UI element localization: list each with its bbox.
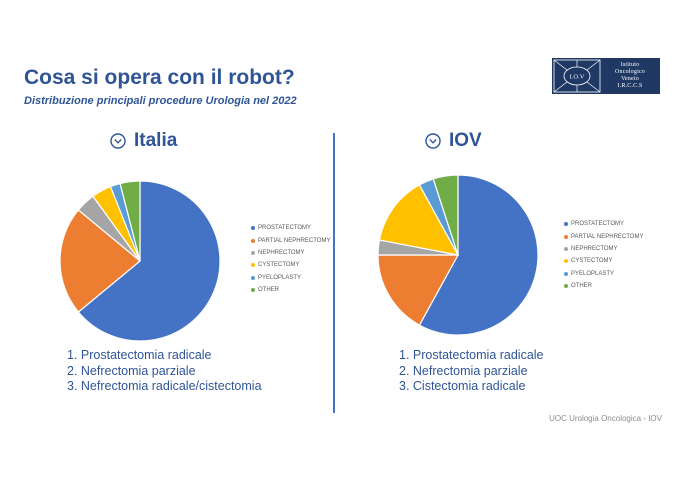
legend-label: OTHER (258, 287, 279, 294)
legend-label: PROSTATECTOMY (258, 225, 312, 232)
pie-slice-other (119, 180, 141, 262)
iov-logo: I.O.V Istituto Oncologico Veneto I.R.C.C… (552, 58, 660, 94)
pie-slice-other (432, 174, 459, 256)
ranking-item: 3. Nefrectomia radicale/cistectomia (67, 379, 262, 393)
legend-item: OTHER (251, 284, 330, 296)
legend-label: PROSTATECTOMY (571, 221, 625, 228)
legend-swatch (251, 288, 255, 293)
iov-logo-mark: I.O.V (553, 59, 601, 93)
pie-slice-partial-nephrectomy (59, 209, 141, 313)
legend-iov: PROSTATECTOMY PARTIAL NEPHRECTOMY NEPHRECT… (564, 218, 643, 292)
logo-line: Oncologico (615, 69, 645, 75)
legend-label: OTHER (571, 283, 592, 290)
legend-swatch (564, 259, 568, 264)
legend-item: PARTIAL NEPHRECTOMY (251, 234, 330, 246)
ranking-item: 3. Cistectomia radicale (399, 379, 526, 393)
slide-subtitle: Distribuzione principali procedure Urolo… (24, 95, 297, 107)
legend-swatch (251, 250, 255, 255)
legend-item: PARTIAL NEPHRECTOMY (564, 230, 643, 242)
ranking-item: 1. Prostatectomia radicale (399, 348, 544, 362)
panel-title-iov: IOV (425, 130, 482, 152)
legend-item: PYELOPLASTY (564, 268, 643, 280)
pie-slice-prostatectomy (418, 174, 539, 336)
slide-title: Cosa si opera con il robot? (24, 66, 295, 89)
ranking-item: 1. Prostatectomia radicale (67, 348, 212, 362)
panel-divider (333, 133, 335, 413)
chart-title: IOV (449, 130, 482, 151)
chart-title: Italia (134, 130, 178, 151)
legend-label: PARTIAL NEPHRECTOMY (258, 237, 331, 244)
pie-chart-iov (377, 174, 539, 336)
legend-item: OTHER (564, 280, 643, 292)
legend-swatch (251, 275, 255, 280)
legend-swatch (251, 238, 255, 243)
footer-credit: UOC Urologia Oncologica - IOV (549, 414, 662, 423)
panel-title-italia: Italia (110, 130, 177, 152)
legend-italia: PROSTATECTOMY PARTIAL NEPHRECTOMY NEPHRECT… (251, 222, 330, 296)
legend-label: PYELOPLASTY (571, 270, 615, 277)
legend-item: CYSTECTOMY (564, 255, 643, 267)
pie-chart-italia (59, 180, 221, 342)
legend-label: NEPHRECTOMY (258, 249, 305, 256)
legend-swatch (564, 222, 568, 227)
chevron-circle-icon (110, 133, 126, 149)
legend-item: PROSTATECTOMY (251, 222, 330, 234)
pie-slice-cystectomy (378, 184, 460, 256)
legend-label: CYSTECTOMY (258, 262, 300, 269)
pie-slice-prostatectomy (77, 180, 221, 342)
legend-swatch (564, 246, 568, 251)
legend-label: CYSTECTOMY (571, 258, 613, 265)
logo-line: Istituto (620, 62, 640, 68)
legend-label: PYELOPLASTY (258, 274, 302, 281)
pie-slice-partial-nephrectomy (377, 254, 460, 326)
logo-line: I.R.C.C.S (617, 83, 643, 89)
legend-item: CYSTECTOMY (251, 259, 330, 271)
legend-swatch (564, 271, 568, 276)
legend-item: PYELOPLASTY (251, 272, 330, 284)
ranking-item: 2. Nefrectomia parziale (67, 363, 196, 378)
legend-item: NEPHRECTOMY (251, 247, 330, 259)
iov-logo-text: Istituto Oncologico Veneto I.R.C.C.S (601, 62, 659, 90)
legend-swatch (564, 284, 568, 289)
legend-label: NEPHRECTOMY (571, 245, 618, 252)
legend-swatch (251, 263, 255, 268)
iov-logo-mark-text: I.O.V (570, 74, 585, 81)
chevron-circle-icon (425, 133, 441, 149)
legend-swatch (564, 234, 568, 239)
legend-item: NEPHRECTOMY (564, 243, 643, 255)
legend-item: PROSTATECTOMY (564, 218, 643, 230)
ranking-item: 2. Nefrectomia parziale (399, 363, 528, 378)
logo-line: Veneto (621, 76, 639, 82)
legend-label: PARTIAL NEPHRECTOMY (571, 233, 644, 240)
ranking-list-italia: 1. Prostatectomia radicale 2. Nefrectomia… (67, 348, 262, 395)
legend-swatch (251, 226, 255, 231)
ranking-list-iov: 1. Prostatectomia radicale 2. Nefrectomia… (399, 348, 544, 395)
